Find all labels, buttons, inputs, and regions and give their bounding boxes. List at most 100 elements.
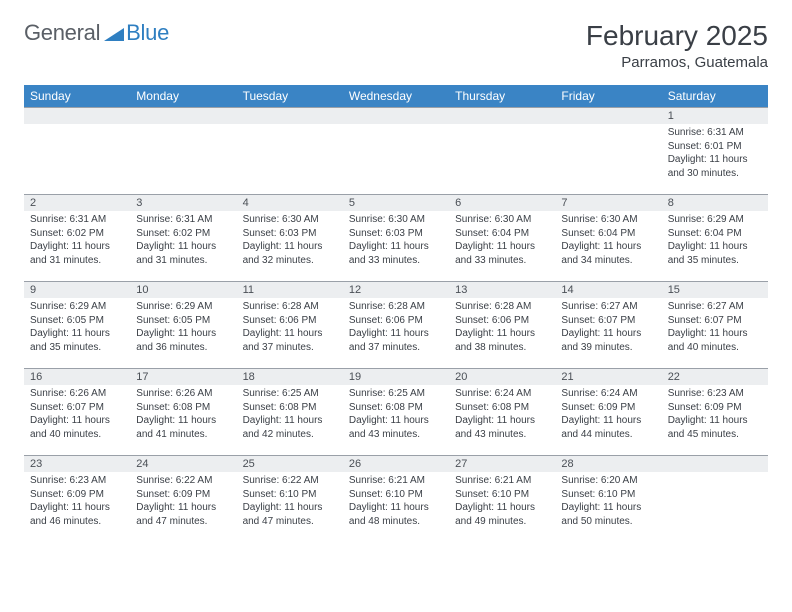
day-number-row: 16171819202122 xyxy=(24,369,768,386)
daylight-text: Daylight: 11 hours and 41 minutes. xyxy=(136,414,230,441)
day-details-cell: Sunrise: 6:30 AMSunset: 6:03 PMDaylight:… xyxy=(237,211,343,282)
sunset-text: Sunset: 6:04 PM xyxy=(455,227,549,241)
day-number-row: 9101112131415 xyxy=(24,282,768,299)
day-details-cell: Sunrise: 6:24 AMSunset: 6:08 PMDaylight:… xyxy=(449,385,555,456)
weekday-header: Friday xyxy=(555,85,661,108)
sunset-text: Sunset: 6:01 PM xyxy=(668,140,762,154)
day-details-cell: Sunrise: 6:28 AMSunset: 6:06 PMDaylight:… xyxy=(449,298,555,369)
sunset-text: Sunset: 6:06 PM xyxy=(243,314,337,328)
day-number-cell: 16 xyxy=(24,369,130,386)
sunrise-text: Sunrise: 6:31 AM xyxy=(136,213,230,227)
day-number-cell: 18 xyxy=(237,369,343,386)
daylight-text: Daylight: 11 hours and 35 minutes. xyxy=(30,327,124,354)
daylight-text: Daylight: 11 hours and 46 minutes. xyxy=(30,501,124,528)
day-details-cell: Sunrise: 6:24 AMSunset: 6:09 PMDaylight:… xyxy=(555,385,661,456)
sunrise-text: Sunrise: 6:21 AM xyxy=(455,474,549,488)
weekday-header: Sunday xyxy=(24,85,130,108)
day-details-cell: Sunrise: 6:31 AMSunset: 6:02 PMDaylight:… xyxy=(24,211,130,282)
day-number-cell: 26 xyxy=(343,456,449,473)
day-number-cell xyxy=(24,108,130,125)
sunrise-text: Sunrise: 6:27 AM xyxy=(668,300,762,314)
day-number-cell: 20 xyxy=(449,369,555,386)
day-number-cell: 27 xyxy=(449,456,555,473)
weekday-header: Wednesday xyxy=(343,85,449,108)
sunset-text: Sunset: 6:07 PM xyxy=(668,314,762,328)
calendar-body: 1Sunrise: 6:31 AMSunset: 6:01 PMDaylight… xyxy=(24,108,768,543)
day-details-cell xyxy=(343,124,449,195)
day-details-cell: Sunrise: 6:29 AMSunset: 6:05 PMDaylight:… xyxy=(24,298,130,369)
day-details-cell: Sunrise: 6:27 AMSunset: 6:07 PMDaylight:… xyxy=(662,298,768,369)
location: Parramos, Guatemala xyxy=(586,54,768,71)
day-number-cell: 3 xyxy=(130,195,236,212)
sunset-text: Sunset: 6:09 PM xyxy=(561,401,655,415)
weekday-header: Tuesday xyxy=(237,85,343,108)
day-number-cell: 11 xyxy=(237,282,343,299)
sunrise-text: Sunrise: 6:29 AM xyxy=(136,300,230,314)
day-details-row: Sunrise: 6:26 AMSunset: 6:07 PMDaylight:… xyxy=(24,385,768,456)
day-details-cell: Sunrise: 6:21 AMSunset: 6:10 PMDaylight:… xyxy=(343,472,449,542)
sunset-text: Sunset: 6:06 PM xyxy=(349,314,443,328)
sunset-text: Sunset: 6:08 PM xyxy=(455,401,549,415)
daylight-text: Daylight: 11 hours and 31 minutes. xyxy=(30,240,124,267)
day-details-cell xyxy=(662,472,768,542)
day-number-row: 2345678 xyxy=(24,195,768,212)
sunset-text: Sunset: 6:02 PM xyxy=(30,227,124,241)
daylight-text: Daylight: 11 hours and 37 minutes. xyxy=(243,327,337,354)
day-details-cell: Sunrise: 6:28 AMSunset: 6:06 PMDaylight:… xyxy=(343,298,449,369)
day-details-cell xyxy=(24,124,130,195)
day-number-cell: 12 xyxy=(343,282,449,299)
day-details-cell: Sunrise: 6:23 AMSunset: 6:09 PMDaylight:… xyxy=(24,472,130,542)
daylight-text: Daylight: 11 hours and 33 minutes. xyxy=(455,240,549,267)
daylight-text: Daylight: 11 hours and 47 minutes. xyxy=(136,501,230,528)
weekday-header: Thursday xyxy=(449,85,555,108)
day-details-cell: Sunrise: 6:31 AMSunset: 6:02 PMDaylight:… xyxy=(130,211,236,282)
day-number-cell: 19 xyxy=(343,369,449,386)
day-number-cell: 24 xyxy=(130,456,236,473)
sunrise-text: Sunrise: 6:25 AM xyxy=(349,387,443,401)
sunrise-text: Sunrise: 6:30 AM xyxy=(561,213,655,227)
sunrise-text: Sunrise: 6:22 AM xyxy=(243,474,337,488)
day-details-cell xyxy=(130,124,236,195)
day-number-cell: 21 xyxy=(555,369,661,386)
day-number-cell: 17 xyxy=(130,369,236,386)
sunset-text: Sunset: 6:10 PM xyxy=(349,488,443,502)
day-number-cell: 6 xyxy=(449,195,555,212)
sunrise-text: Sunrise: 6:26 AM xyxy=(136,387,230,401)
sunrise-text: Sunrise: 6:20 AM xyxy=(561,474,655,488)
day-details-cell: Sunrise: 6:22 AMSunset: 6:10 PMDaylight:… xyxy=(237,472,343,542)
day-details-cell: Sunrise: 6:29 AMSunset: 6:04 PMDaylight:… xyxy=(662,211,768,282)
daylight-text: Daylight: 11 hours and 48 minutes. xyxy=(349,501,443,528)
daylight-text: Daylight: 11 hours and 40 minutes. xyxy=(668,327,762,354)
daylight-text: Daylight: 11 hours and 30 minutes. xyxy=(668,153,762,180)
title-block: February 2025 Parramos, Guatemala xyxy=(586,20,768,71)
day-number-cell: 25 xyxy=(237,456,343,473)
day-number-cell: 10 xyxy=(130,282,236,299)
calendar-table: Sunday Monday Tuesday Wednesday Thursday… xyxy=(24,85,768,542)
sunset-text: Sunset: 6:04 PM xyxy=(668,227,762,241)
sunrise-text: Sunrise: 6:29 AM xyxy=(668,213,762,227)
day-details-cell: Sunrise: 6:30 AMSunset: 6:03 PMDaylight:… xyxy=(343,211,449,282)
brand-logo: General Blue xyxy=(24,20,169,46)
day-number-cell xyxy=(449,108,555,125)
sunrise-text: Sunrise: 6:30 AM xyxy=(349,213,443,227)
sunrise-text: Sunrise: 6:26 AM xyxy=(30,387,124,401)
sunrise-text: Sunrise: 6:22 AM xyxy=(136,474,230,488)
day-number-cell: 13 xyxy=(449,282,555,299)
daylight-text: Daylight: 11 hours and 34 minutes. xyxy=(561,240,655,267)
sunrise-text: Sunrise: 6:28 AM xyxy=(455,300,549,314)
sunset-text: Sunset: 6:03 PM xyxy=(243,227,337,241)
day-details-cell: Sunrise: 6:30 AMSunset: 6:04 PMDaylight:… xyxy=(555,211,661,282)
daylight-text: Daylight: 11 hours and 37 minutes. xyxy=(349,327,443,354)
sunset-text: Sunset: 6:05 PM xyxy=(136,314,230,328)
sunset-text: Sunset: 6:06 PM xyxy=(455,314,549,328)
sunset-text: Sunset: 6:08 PM xyxy=(243,401,337,415)
daylight-text: Daylight: 11 hours and 33 minutes. xyxy=(349,240,443,267)
day-number-cell: 7 xyxy=(555,195,661,212)
day-details-cell: Sunrise: 6:22 AMSunset: 6:09 PMDaylight:… xyxy=(130,472,236,542)
sunset-text: Sunset: 6:08 PM xyxy=(349,401,443,415)
daylight-text: Daylight: 11 hours and 35 minutes. xyxy=(668,240,762,267)
sunrise-text: Sunrise: 6:24 AM xyxy=(561,387,655,401)
day-details-cell xyxy=(449,124,555,195)
sunset-text: Sunset: 6:07 PM xyxy=(30,401,124,415)
day-details-cell: Sunrise: 6:30 AMSunset: 6:04 PMDaylight:… xyxy=(449,211,555,282)
